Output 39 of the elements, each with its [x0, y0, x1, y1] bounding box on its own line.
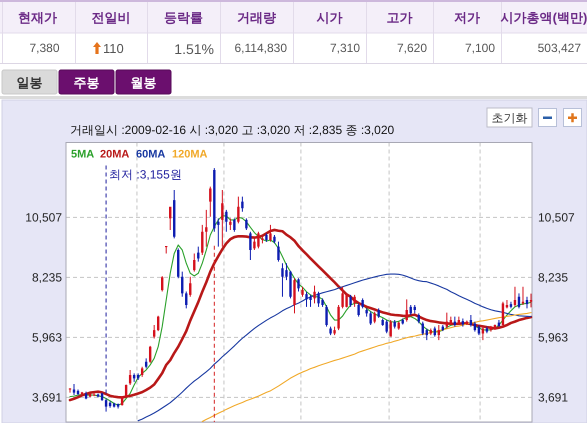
- category-label: 등락률: [164, 10, 203, 25]
- category-label: 거래량: [237, 10, 276, 25]
- text: 7,100: [464, 41, 495, 55]
- text: 120MA: [172, 148, 208, 160]
- y2-tick-label: 8,235: [538, 270, 568, 285]
- text: 일봉: [16, 75, 42, 90]
- category-label: 저가: [454, 10, 480, 25]
- text: 1.51%: [174, 41, 214, 57]
- chart-subtitle: 거래일시 :2009-02-16 시 :3,020 고 :3,020 저 :2,835 종 :3,020: [70, 123, 394, 137]
- y2-tick-label: 5,963: [538, 330, 568, 345]
- category-label: 시가: [316, 10, 342, 25]
- candlestick: [522, 286, 524, 305]
- category-label: 고가: [386, 10, 412, 25]
- text: 110: [103, 41, 124, 56]
- category-label: 시가총액(백만): [500, 10, 587, 25]
- category-label: 전일비: [92, 10, 130, 25]
- text: 5MA: [71, 148, 94, 160]
- text: 월봉: [130, 75, 156, 90]
- annotation: 최저 :3,155원: [109, 168, 182, 182]
- text: 초기화: [492, 111, 528, 125]
- text: 주봉: [74, 75, 100, 90]
- text: 7,380: [29, 41, 60, 55]
- text: 20MA: [100, 148, 130, 160]
- text: 7,620: [396, 41, 427, 55]
- text: 60MA: [136, 148, 166, 160]
- y2-tick-label: 3,691: [538, 390, 568, 405]
- text: 7,310: [330, 41, 360, 55]
- y-tick-label: 10,507: [25, 210, 62, 225]
- y-tick-label: 3,691: [32, 390, 62, 405]
- text: 6,114,830: [234, 41, 287, 55]
- line-series: [202, 312, 532, 422]
- y-tick-label: 5,963: [32, 330, 62, 345]
- category-label: 현재가: [18, 10, 57, 25]
- candlestick: [165, 246, 168, 254]
- text: 503,427: [538, 41, 581, 55]
- y2-tick-label: 10,507: [538, 210, 576, 225]
- candlestick: [205, 210, 208, 247]
- y-tick-label: 8,235: [32, 270, 62, 285]
- line-series: [138, 274, 532, 422]
